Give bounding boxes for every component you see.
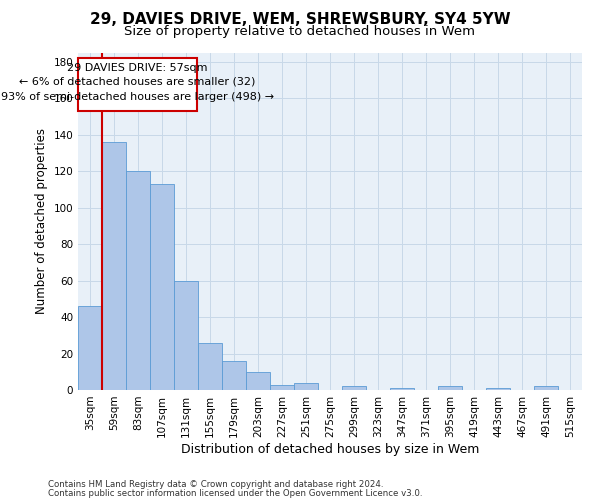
Bar (438, 386, 462, 390)
Bar (222, 361, 246, 390)
Bar (390, 388, 414, 390)
Text: 29 DAVIES DRIVE: 57sqm: 29 DAVIES DRIVE: 57sqm (67, 63, 208, 73)
Bar (486, 388, 510, 390)
Bar (342, 386, 366, 390)
FancyBboxPatch shape (78, 58, 197, 111)
Text: Contains public sector information licensed under the Open Government Licence v3: Contains public sector information licen… (48, 488, 422, 498)
Bar (294, 382, 318, 390)
Bar (246, 372, 270, 390)
Bar (534, 386, 558, 390)
Bar (126, 171, 150, 390)
Bar (150, 184, 174, 390)
Bar (174, 280, 198, 390)
Y-axis label: Number of detached properties: Number of detached properties (35, 128, 48, 314)
Text: Size of property relative to detached houses in Wem: Size of property relative to detached ho… (125, 25, 476, 38)
Text: 93% of semi-detached houses are larger (498) →: 93% of semi-detached houses are larger (… (1, 92, 274, 102)
Text: ← 6% of detached houses are smaller (32): ← 6% of detached houses are smaller (32) (19, 76, 256, 86)
Bar (198, 342, 222, 390)
Bar (270, 384, 294, 390)
X-axis label: Distribution of detached houses by size in Wem: Distribution of detached houses by size … (181, 442, 479, 456)
Bar (102, 142, 126, 390)
Text: Contains HM Land Registry data © Crown copyright and database right 2024.: Contains HM Land Registry data © Crown c… (48, 480, 383, 489)
Bar (78, 306, 102, 390)
Text: 29, DAVIES DRIVE, WEM, SHREWSBURY, SY4 5YW: 29, DAVIES DRIVE, WEM, SHREWSBURY, SY4 5… (89, 12, 511, 28)
